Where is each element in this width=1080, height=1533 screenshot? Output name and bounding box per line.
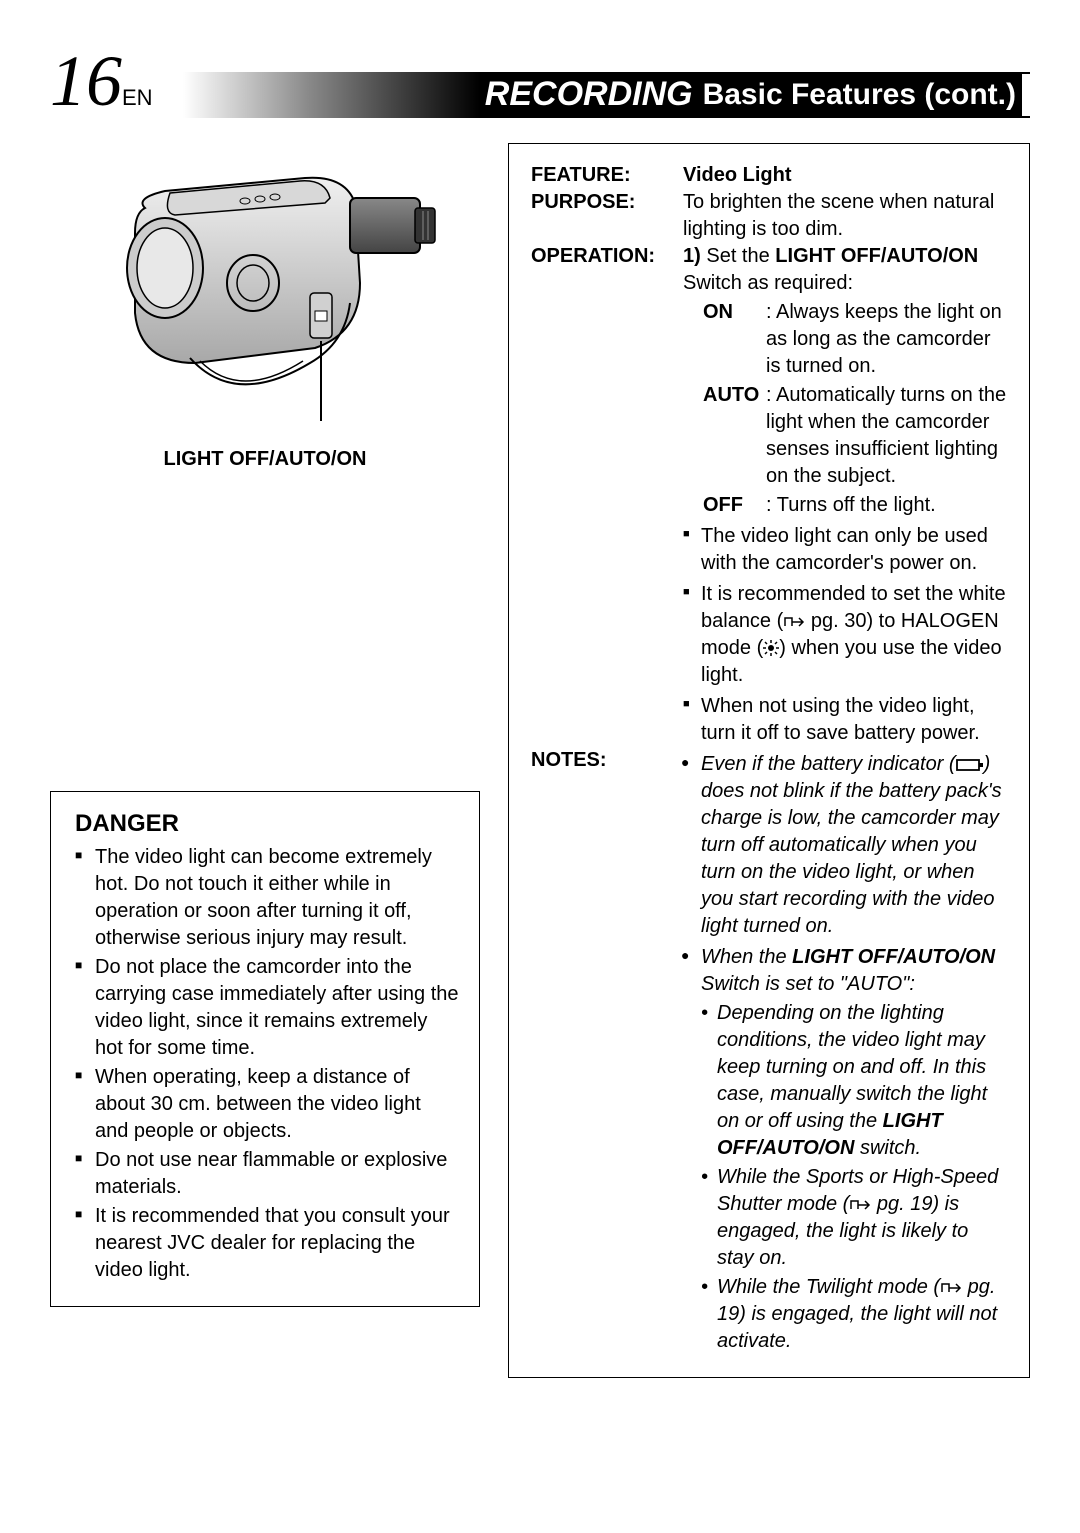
purpose-label: PURPOSE: <box>531 189 671 243</box>
operation-bullets: The video light can only be used with th… <box>683 523 1007 747</box>
note-sublist: Depending on the lighting conditions, th… <box>701 1000 1007 1355</box>
camcorder-illustration <box>85 163 445 443</box>
page-ref-icon <box>783 615 805 629</box>
page-ref-icon <box>849 1198 871 1212</box>
feature-label: FEATURE: <box>531 162 671 189</box>
notes-content: Even if the battery indicator () does no… <box>683 747 1007 1355</box>
danger-item: Do not place the camcorder into the carr… <box>75 954 459 1062</box>
note-subitem: While the Twilight mode ( pg. 19) is eng… <box>701 1274 1007 1355</box>
page-number: 16EN <box>50 40 153 123</box>
switch-row: ON : Always keeps the light on as long a… <box>703 299 1007 380</box>
danger-title: DANGER <box>75 810 459 838</box>
danger-item: The video light can become extremely hot… <box>75 844 459 952</box>
note-subitem: While the Sports or High-Speed Shutter m… <box>701 1164 1007 1272</box>
switch-row: OFF : Turns off the light. <box>703 492 1007 519</box>
left-column: LIGHT OFF/AUTO/ON DANGER The video light… <box>50 143 480 1378</box>
switch-row: AUTO : Automatically turns on the light … <box>703 382 1007 490</box>
section-title-band: RECORDING Basic Features (cont.) <box>183 72 1030 118</box>
content-columns: LIGHT OFF/AUTO/ON DANGER The video light… <box>50 143 1030 1378</box>
op-bullet: It is recommended to set the white balan… <box>683 581 1007 689</box>
op-step-text-b: LIGHT OFF/AUTO/ON <box>775 245 978 267</box>
section-title: RECORDING <box>485 75 693 114</box>
page-number-value: 16 <box>50 41 122 121</box>
switch-on-desc: : Always keeps the light on as long as t… <box>766 299 1007 380</box>
operation-content: 1) Set the LIGHT OFF/AUTO/ON Switch as r… <box>683 243 1007 747</box>
op-bullet: When not using the video light, turn it … <box>683 693 1007 747</box>
switch-auto-name: AUTO <box>703 382 758 490</box>
section-subtitle: Basic Features (cont.) <box>703 78 1016 112</box>
switch-off-desc: : Turns off the light. <box>766 492 1007 519</box>
operation-label: OPERATION: <box>531 243 671 747</box>
page-lang: EN <box>122 85 153 110</box>
switch-off-name: OFF <box>703 492 758 519</box>
feature-box: FEATURE: Video Light PURPOSE: To brighte… <box>508 143 1030 1378</box>
battery-icon <box>956 758 984 772</box>
page-header: 16EN RECORDING Basic Features (cont.) <box>50 40 1030 123</box>
page-ref-icon <box>940 1281 962 1295</box>
op-step-text-c: Switch as required: <box>683 272 853 294</box>
feature-title: Video Light <box>683 162 1007 189</box>
camcorder-switch-label: LIGHT OFF/AUTO/ON <box>50 448 480 471</box>
switch-on-name: ON <box>703 299 758 380</box>
danger-item: Do not use near flammable or explosive m… <box>75 1147 459 1201</box>
danger-item: It is recommended that you consult your … <box>75 1203 459 1284</box>
note-item: When the LIGHT OFF/AUTO/ON Switch is set… <box>683 944 1007 1355</box>
op-step-num: 1) <box>683 245 701 267</box>
op-bullet: The video light can only be used with th… <box>683 523 1007 577</box>
purpose-text: To brighten the scene when natural light… <box>683 189 1007 243</box>
danger-list: The video light can become extremely hot… <box>75 844 459 1284</box>
note-subitem: Depending on the lighting conditions, th… <box>701 1000 1007 1162</box>
danger-item: When operating, keep a distance of about… <box>75 1064 459 1145</box>
note-item: Even if the battery indicator () does no… <box>683 751 1007 940</box>
danger-box: DANGER The video light can become extrem… <box>50 791 480 1307</box>
notes-label: NOTES: <box>531 747 671 1355</box>
switch-auto-desc: : Automatically turns on the light when … <box>766 382 1007 490</box>
op-step-text-a: Set the <box>706 245 775 267</box>
halogen-sun-icon <box>763 640 779 656</box>
